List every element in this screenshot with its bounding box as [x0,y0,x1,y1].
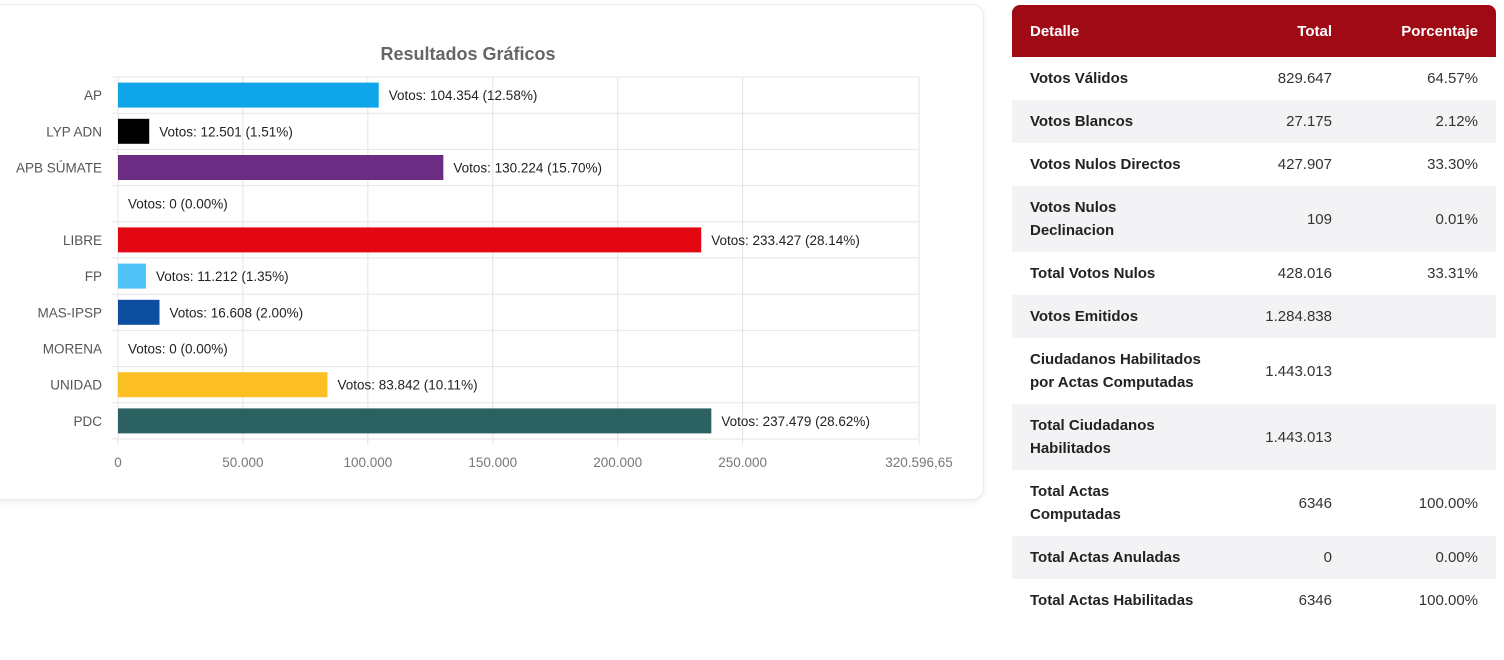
header-total: Total [1222,5,1350,57]
bar-data-label: Votos: 237.479 (28.62%) [721,414,870,429]
row-total: 0 [1222,536,1350,579]
row-percent: 0.00% [1350,536,1496,579]
row-total: 109 [1222,186,1350,252]
table-row: Total Votos Nulos 428.016 33.31% [1012,252,1496,295]
table-row: Total Ciudadanos Habilitados 1.443.013 [1012,404,1496,470]
bar-data-label: Votos: 12.501 (1.51%) [159,124,293,139]
x-tick-label: 320.596,65 [885,455,953,470]
bar-data-label: Votos: 233.427 (28.14%) [711,233,860,248]
x-tick-label: 200.000 [593,455,642,470]
row-total: 428.016 [1222,252,1350,295]
table-row: Total Actas Anuladas 0 0.00% [1012,536,1496,579]
category-label: MAS-IPSP [37,305,102,320]
chart-title: Resultados Gráficos [380,44,555,64]
row-label: Total Actas Habilitadas [1012,579,1222,622]
results-chart-card: Resultados Gráficos 0 50.000 100.000 150.00… [0,4,984,500]
row-percent [1350,404,1496,470]
header-detail: Detalle [1012,5,1222,57]
results-summary-panel: Detalle Total Porcentaje Votos Válidos 82… [1012,5,1496,660]
category-label: UNIDAD [50,378,102,393]
table-body: Votos Válidos 829.647 64.57% Votos Blancos 2… [1012,57,1496,622]
table-row: Votos Nulos Directos 427.907 33.30% [1012,143,1496,186]
row-label: Votos Blancos [1012,100,1222,143]
row-percent: 2.12% [1350,100,1496,143]
bar-data-label: Votos: 83.842 (10.11%) [337,378,477,393]
bar[interactable] [118,155,444,180]
category-label: APB SÚMATE [16,161,102,176]
category-label: MORENA [43,342,102,357]
row-percent: 100.00% [1350,579,1496,622]
row-total: 1.443.013 [1222,338,1350,404]
category-label: AP [84,88,102,103]
x-tick-label: 250.000 [718,455,767,470]
table-row: Total Actas Habilitadas 6346 100.00% [1012,579,1496,622]
category-label: PDC [73,414,102,429]
table-header-row: Detalle Total Porcentaje [1012,5,1496,57]
table-row: Votos Blancos 27.175 2.12% [1012,100,1496,143]
bar[interactable] [118,299,160,325]
chart-labels: 0 50.000 100.000 150.000 200.000 250.000 320.5… [16,88,953,470]
row-percent [1350,338,1496,404]
results-summary-table: Detalle Total Porcentaje Votos Válidos 82… [1012,5,1496,622]
bar-data-label: Votos: 11.212 (1.35%) [156,269,289,284]
bar[interactable] [118,408,712,434]
row-total: 6346 [1222,470,1350,536]
row-label: Total Actas Anuladas [1012,536,1222,579]
row-label: Votos Emitidos [1012,295,1222,338]
table-row: Ciudadanos Habilitados por Actas Computa… [1012,338,1496,404]
row-label: Votos Nulos Declinacion [1012,186,1222,252]
table-row: Votos Nulos Declinacion 109 0.01% [1012,186,1496,252]
table-row: Votos Válidos 829.647 64.57% [1012,57,1496,100]
bar[interactable] [118,227,702,253]
row-total: 427.907 [1222,143,1350,186]
table-row: Votos Emitidos 1.284.838 [1012,295,1496,338]
bar[interactable] [118,372,328,398]
row-label: Total Votos Nulos [1012,252,1222,295]
bar-data-label: Votos: 16.608 (2.00%) [169,305,303,320]
bar-data-label: Votos: 0 (0.00%) [128,342,228,357]
row-total: 1.443.013 [1222,404,1350,470]
row-total: 829.647 [1222,57,1350,100]
row-label: Votos Válidos [1012,57,1222,100]
row-total: 27.175 [1222,100,1350,143]
bar-data-label: Votos: 104.354 (12.58%) [389,88,538,103]
row-percent: 100.00% [1350,470,1496,536]
chart-grid [112,76,920,445]
row-label: Total Actas Computadas [1012,470,1222,536]
row-total: 6346 [1222,579,1350,622]
row-percent: 64.57% [1350,57,1496,100]
table-row: Total Actas Computadas 6346 100.00% [1012,470,1496,536]
row-label: Ciudadanos Habilitados por Actas Computa… [1012,338,1222,404]
row-percent: 33.30% [1350,143,1496,186]
category-label: FP [85,269,102,284]
bar[interactable] [118,263,147,289]
bar-data-label: Votos: 130.224 (15.70%) [453,161,602,176]
chart-bars [118,82,712,434]
row-label: Total Ciudadanos Habilitados [1012,404,1222,470]
x-tick-label: 150.000 [468,455,517,470]
x-tick-label: 50.000 [222,455,263,470]
x-tick-label: 100.000 [343,455,392,470]
category-label: LIBRE [63,233,102,248]
header-percent: Porcentaje [1350,5,1496,57]
row-percent [1350,295,1496,338]
bar[interactable] [118,82,379,108]
row-total: 1.284.838 [1222,295,1350,338]
category-label: LYP ADN [46,124,102,139]
bar[interactable] [118,118,150,144]
row-percent: 33.31% [1350,252,1496,295]
row-label: Votos Nulos Directos [1012,143,1222,186]
row-percent: 0.01% [1350,186,1496,252]
bar-data-label: Votos: 0 (0.00%) [128,197,228,212]
results-bar-chart: Resultados Gráficos 0 50.000 100.000 150.00… [16,44,953,470]
x-tick-label: 0 [114,455,122,470]
